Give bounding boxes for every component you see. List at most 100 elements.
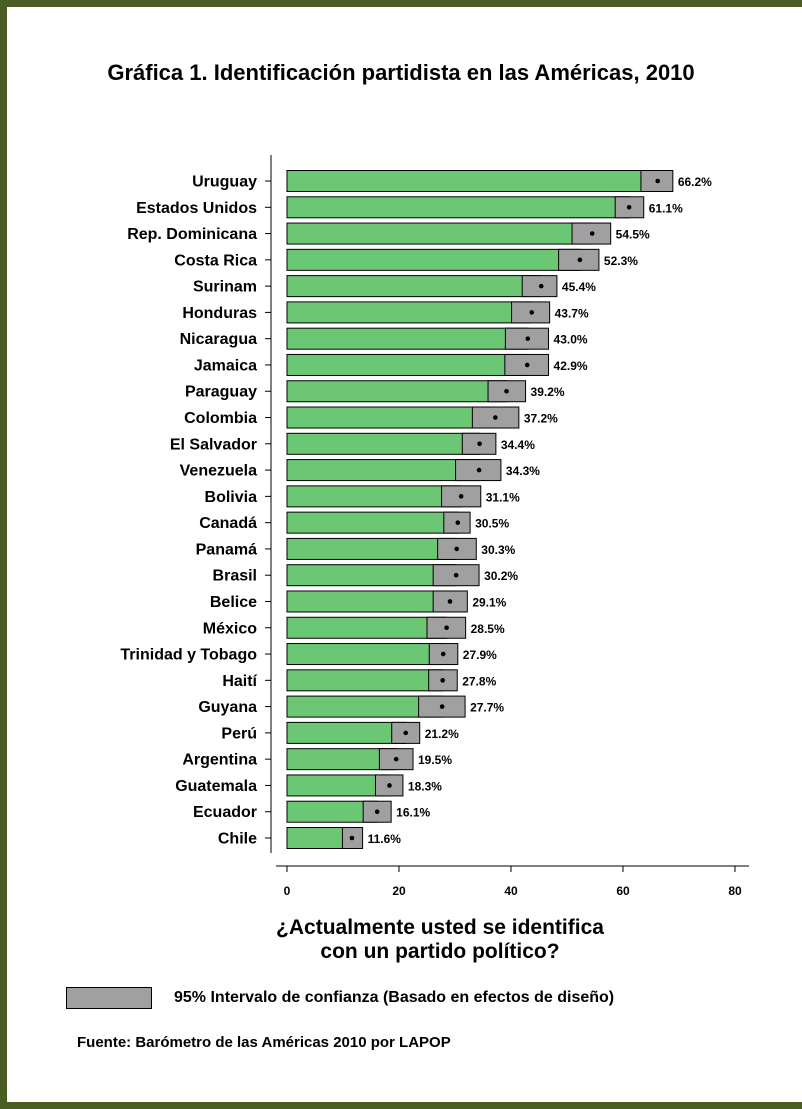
value-label: 42.9% — [554, 359, 588, 373]
point-estimate-dot — [403, 730, 409, 736]
x-axis-title-line2: con un partido político? — [320, 940, 560, 963]
value-label: 43.7% — [555, 306, 589, 320]
category-label: El Salvador — [170, 436, 257, 453]
point-estimate-dot — [453, 572, 459, 578]
point-estimate-dot — [455, 520, 461, 525]
x-axis-title: ¿Actualmente usted se identifica con un … — [190, 916, 690, 964]
value-label: 34.3% — [506, 464, 540, 478]
point-estimate-dot — [476, 467, 482, 473]
value-label: 21.2% — [425, 727, 459, 741]
point-estimate-dot — [447, 599, 453, 604]
point-estimate-dot — [444, 625, 449, 631]
category-label: Perú — [221, 725, 257, 742]
chart-title: Gráfica 1. Identificación partidista en … — [107, 60, 695, 85]
point-estimate-dot — [577, 257, 583, 263]
value-label: 37.2% — [524, 412, 558, 426]
bar — [286, 196, 630, 219]
value-label: 34.4% — [501, 438, 535, 452]
value-label: 61.1% — [649, 201, 683, 215]
bar — [286, 485, 462, 508]
x-tick-label: 40 — [504, 884, 518, 898]
category-label: Nicaragua — [180, 331, 257, 348]
category-label: Venezuela — [180, 463, 257, 480]
bar — [286, 248, 581, 271]
category-label: Colombia — [184, 410, 257, 427]
point-estimate-dot — [349, 835, 355, 841]
bar — [286, 590, 451, 613]
point-estimate-dot — [393, 756, 399, 762]
category-label: Brasil — [213, 568, 257, 585]
value-label: 18.3% — [408, 779, 442, 793]
category-label: Rep. Dominicana — [127, 226, 257, 243]
bar — [286, 643, 444, 666]
value-label: 45.4% — [562, 280, 596, 294]
bar — [286, 774, 390, 797]
point-estimate-dot — [477, 441, 482, 447]
bar — [286, 170, 659, 192]
value-label: 39.2% — [531, 385, 565, 399]
x-tick-label: 0 — [284, 884, 291, 898]
category-label: Guatemala — [175, 778, 257, 795]
bar — [286, 275, 542, 298]
category-label: Honduras — [182, 305, 257, 322]
bar — [286, 380, 508, 403]
x-tick-label: 80 — [728, 884, 742, 898]
value-label: 66.2% — [678, 175, 712, 189]
bar — [286, 721, 407, 744]
legend: 95% Intervalo de confianza (Basado en ef… — [66, 985, 614, 1011]
value-label: 27.8% — [462, 674, 496, 688]
bar — [286, 511, 459, 534]
point-estimate-dot — [440, 651, 446, 657]
bar — [286, 353, 528, 376]
bar — [286, 327, 529, 350]
bar — [286, 301, 533, 324]
value-label: 11.6% — [368, 832, 402, 846]
value-label: 31.1% — [486, 490, 520, 504]
category-label: Estados Unidos — [136, 200, 257, 217]
point-estimate-dot — [374, 809, 380, 815]
bar — [286, 616, 448, 639]
point-estimate-dot — [529, 310, 535, 315]
point-estimate-dot — [626, 204, 632, 210]
value-label: 27.9% — [463, 648, 497, 662]
value-label: 52.3% — [604, 254, 638, 268]
bar-chart-plot: 0 20 40 60 80 Uruguay 66.2% Estados Unidos 61.1%… — [120, 155, 749, 898]
x-tick-label: 60 — [616, 884, 630, 898]
point-estimate-dot — [524, 362, 530, 368]
point-estimate-dot — [525, 336, 531, 341]
category-label: Costa Rica — [174, 252, 257, 269]
category-label: Chile — [218, 831, 257, 848]
bar — [286, 432, 481, 455]
value-label: 43.0% — [554, 333, 588, 347]
point-estimate-dot — [454, 546, 459, 552]
point-estimate-dot — [458, 494, 464, 499]
bar — [286, 564, 457, 587]
value-label: 30.5% — [475, 517, 509, 531]
category-label: Panamá — [196, 541, 257, 558]
legend-label: 95% Intervalo de confianza (Basado en ef… — [174, 989, 615, 1006]
legend-ci-swatch — [66, 987, 152, 1009]
value-label: 54.5% — [616, 228, 650, 242]
point-estimate-dot — [589, 231, 595, 236]
category-label: México — [203, 620, 257, 637]
category-label: Jamaica — [194, 357, 257, 374]
point-estimate-dot — [493, 415, 498, 420]
point-estimate-dot — [387, 783, 392, 788]
bar — [286, 459, 480, 482]
x-axis-title-line1: ¿Actualmente usted se identifica — [276, 916, 604, 939]
value-label: 30.3% — [481, 543, 515, 557]
source-note: Fuente: Barómetro de las Américas 2010 p… — [77, 1034, 451, 1051]
bar — [286, 537, 458, 560]
value-label: 29.1% — [472, 595, 506, 609]
category-label: Trinidad y Tobago — [120, 647, 257, 664]
bar — [286, 406, 496, 429]
point-estimate-dot — [538, 283, 544, 289]
point-estimate-dot — [655, 178, 661, 184]
category-label: Surinam — [193, 279, 257, 296]
value-label: 28.5% — [471, 622, 505, 636]
category-label: Haití — [222, 673, 257, 690]
point-estimate-dot — [439, 704, 445, 709]
value-label: 16.1% — [396, 806, 430, 820]
bar — [286, 669, 444, 692]
frame-bottom-border — [0, 1102, 802, 1109]
